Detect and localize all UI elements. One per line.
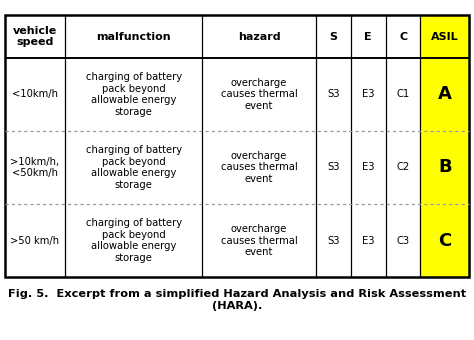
Text: S: S bbox=[329, 32, 337, 41]
Bar bbox=[5, 131, 65, 204]
Text: E: E bbox=[365, 32, 372, 41]
Text: E3: E3 bbox=[362, 236, 374, 245]
Text: S3: S3 bbox=[327, 89, 340, 99]
Text: vehicle
speed: vehicle speed bbox=[13, 26, 57, 47]
Bar bbox=[202, 58, 316, 131]
Text: >50 km/h: >50 km/h bbox=[10, 236, 60, 245]
Bar bbox=[351, 204, 386, 277]
Bar bbox=[202, 15, 316, 58]
Text: B: B bbox=[438, 158, 452, 176]
Bar bbox=[316, 204, 351, 277]
Bar bbox=[5, 58, 65, 131]
Bar bbox=[65, 58, 202, 131]
Bar bbox=[351, 131, 386, 204]
Bar bbox=[316, 58, 351, 131]
Text: C3: C3 bbox=[397, 236, 410, 245]
Text: malfunction: malfunction bbox=[96, 32, 171, 41]
Text: overcharge
causes thermal
event: overcharge causes thermal event bbox=[221, 151, 298, 184]
Bar bbox=[316, 15, 351, 58]
Text: overcharge
causes thermal
event: overcharge causes thermal event bbox=[221, 78, 298, 111]
Text: C2: C2 bbox=[396, 163, 410, 172]
Text: S3: S3 bbox=[327, 163, 340, 172]
Bar bbox=[420, 131, 469, 204]
Text: Fig. 5.  Excerpt from a simplified Hazard Analysis and Risk Assessment
(HARA).: Fig. 5. Excerpt from a simplified Hazard… bbox=[8, 289, 466, 311]
Bar bbox=[316, 131, 351, 204]
Text: charging of battery
pack beyond
allowable energy
storage: charging of battery pack beyond allowabl… bbox=[86, 72, 182, 117]
Text: C: C bbox=[399, 32, 407, 41]
Text: S3: S3 bbox=[327, 236, 340, 245]
Text: E3: E3 bbox=[362, 163, 374, 172]
Text: charging of battery
pack beyond
allowable energy
storage: charging of battery pack beyond allowabl… bbox=[86, 145, 182, 190]
Bar bbox=[202, 204, 316, 277]
Bar bbox=[65, 15, 202, 58]
Bar bbox=[420, 15, 469, 58]
Text: charging of battery
pack beyond
allowable energy
storage: charging of battery pack beyond allowabl… bbox=[86, 218, 182, 263]
Bar bbox=[351, 58, 386, 131]
Text: E3: E3 bbox=[362, 89, 374, 99]
Text: hazard: hazard bbox=[238, 32, 281, 41]
Text: A: A bbox=[438, 85, 452, 103]
Text: <10km/h: <10km/h bbox=[12, 89, 58, 99]
Text: ASIL: ASIL bbox=[431, 32, 459, 41]
Bar bbox=[5, 15, 469, 277]
Text: overcharge
causes thermal
event: overcharge causes thermal event bbox=[221, 224, 298, 257]
Text: >10km/h,
<50km/h: >10km/h, <50km/h bbox=[10, 157, 60, 178]
Bar bbox=[420, 58, 469, 131]
Text: C1: C1 bbox=[396, 89, 410, 99]
Bar bbox=[420, 204, 469, 277]
Bar bbox=[5, 15, 65, 58]
Bar bbox=[386, 131, 420, 204]
Bar bbox=[351, 15, 386, 58]
Bar bbox=[65, 204, 202, 277]
Bar bbox=[65, 131, 202, 204]
Text: C: C bbox=[438, 232, 452, 250]
Bar bbox=[5, 204, 65, 277]
Bar bbox=[386, 58, 420, 131]
Bar bbox=[386, 204, 420, 277]
Bar bbox=[202, 131, 316, 204]
Bar bbox=[386, 15, 420, 58]
